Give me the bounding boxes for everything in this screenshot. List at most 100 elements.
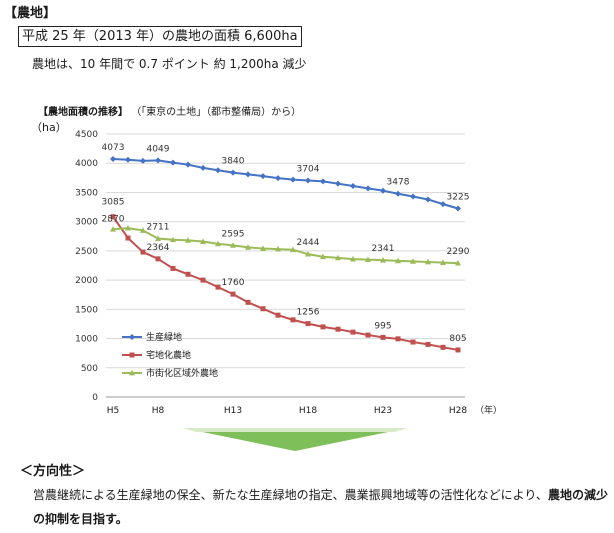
data-point — [380, 334, 386, 340]
data-label: 1760 — [222, 278, 245, 288]
data-point — [230, 169, 236, 176]
data-point — [215, 167, 221, 174]
data-point — [425, 196, 431, 203]
chart-caption: 【農地面積の推移】 （「東京の土地」（都市整備局）から） — [38, 103, 301, 118]
data-point — [200, 277, 206, 283]
data-point — [260, 245, 266, 251]
data-point — [350, 255, 356, 262]
data-point — [125, 224, 131, 231]
data-point — [455, 259, 461, 266]
summary-headline-box: 平成 25 年（2013 年）の農地の面積 6,600ha — [18, 26, 302, 47]
series-line — [112, 216, 459, 351]
data-point — [290, 317, 296, 323]
data-label: 2595 — [222, 229, 245, 239]
data-point — [290, 246, 296, 253]
data-point — [440, 344, 446, 350]
data-point — [395, 257, 401, 264]
data-label: 2341 — [372, 244, 395, 254]
data-label: 995 — [374, 321, 391, 331]
data-point — [320, 253, 326, 260]
data-point — [185, 271, 191, 277]
y-axis-label: （ha） — [31, 121, 67, 134]
data-point — [215, 240, 221, 247]
direction-text: 営農継続による生産緑地の保全、新たな生産緑地の指定、農業振興地域等の活性化などに… — [33, 483, 611, 531]
data-label: 3704 — [297, 165, 320, 175]
data-point — [395, 190, 401, 197]
data-point — [275, 312, 281, 318]
data-point — [335, 326, 341, 332]
data-point — [425, 341, 431, 347]
legend-marker — [129, 334, 135, 340]
data-point — [455, 347, 461, 353]
down-arrow-icon — [183, 428, 408, 451]
legend-label: 市街化区域外農地 — [146, 367, 218, 379]
x-axis-label: （年） — [475, 404, 502, 416]
y-tick-label: 500 — [81, 364, 98, 374]
data-label: 805 — [449, 334, 466, 344]
data-label: 2290 — [447, 247, 470, 257]
data-point — [110, 214, 116, 220]
data-point — [200, 238, 206, 244]
x-tick-label: H18 — [299, 406, 317, 416]
summary-detail: 農地は、10 年間で 0.7 ポイント 約 1,200ha 減少 — [32, 57, 307, 71]
data-point — [170, 159, 176, 166]
data-point — [140, 157, 146, 164]
data-label: 2364 — [147, 243, 170, 253]
data-point — [125, 156, 131, 163]
data-label: 2711 — [147, 223, 170, 233]
data-point — [455, 205, 461, 212]
direction-text-bold: 農地の減少の抑制を目指す。 — [33, 488, 608, 526]
legend-marker — [129, 369, 135, 376]
data-point — [230, 291, 236, 297]
data-label: 2444 — [297, 238, 320, 248]
data-point — [440, 201, 446, 208]
x-tick-label: H8 — [152, 406, 165, 416]
data-point — [305, 250, 311, 257]
data-point — [350, 183, 356, 190]
data-label: 3085 — [102, 198, 125, 208]
data-point — [170, 265, 176, 271]
data-point — [350, 329, 356, 335]
y-tick-label: 2000 — [75, 276, 98, 286]
y-tick-label: 1500 — [75, 305, 98, 315]
data-point — [245, 299, 251, 305]
data-point — [335, 254, 341, 261]
data-point — [155, 235, 161, 241]
section-heading: 【農地】 — [4, 6, 57, 21]
farmland-area-chart: （ha） 0 500 1000 1500 2000 2500 3000 3500 4000 4500… — [31, 121, 502, 451]
series-line — [112, 227, 459, 265]
data-point — [395, 336, 401, 342]
data-label: 3478 — [387, 178, 410, 188]
data-point — [440, 259, 446, 265]
data-point — [275, 175, 281, 182]
data-point — [305, 177, 311, 184]
data-label: 3225 — [447, 193, 470, 203]
data-label: 4073 — [102, 143, 125, 153]
x-tick-label: H28 — [449, 406, 467, 416]
down-arrow-highlight — [183, 428, 408, 432]
y-tick-label: 3500 — [75, 188, 98, 198]
data-point — [155, 256, 161, 262]
data-point — [170, 236, 176, 243]
direction-heading: ＜方向性＞ — [20, 464, 86, 479]
data-point — [410, 193, 416, 200]
data-point — [125, 235, 131, 241]
chart-source: （「東京の土地」（都市整備局）から） — [131, 107, 302, 118]
data-point — [155, 157, 161, 164]
data-point — [245, 171, 251, 178]
data-point — [260, 306, 266, 312]
data-point — [365, 185, 371, 192]
data-label: 3840 — [222, 157, 245, 167]
data-point — [320, 178, 326, 185]
data-point — [380, 187, 386, 194]
chart-title: 【農地面積の推移】 — [38, 107, 128, 118]
data-point — [185, 161, 191, 168]
y-tick-label: 4500 — [75, 130, 98, 140]
y-tick-label: 0 — [92, 393, 98, 403]
data-point — [260, 173, 266, 180]
y-tick-label: 4000 — [75, 159, 98, 169]
data-point — [290, 176, 296, 183]
data-point — [410, 339, 416, 345]
data-point — [215, 284, 221, 290]
data-point — [320, 324, 326, 330]
